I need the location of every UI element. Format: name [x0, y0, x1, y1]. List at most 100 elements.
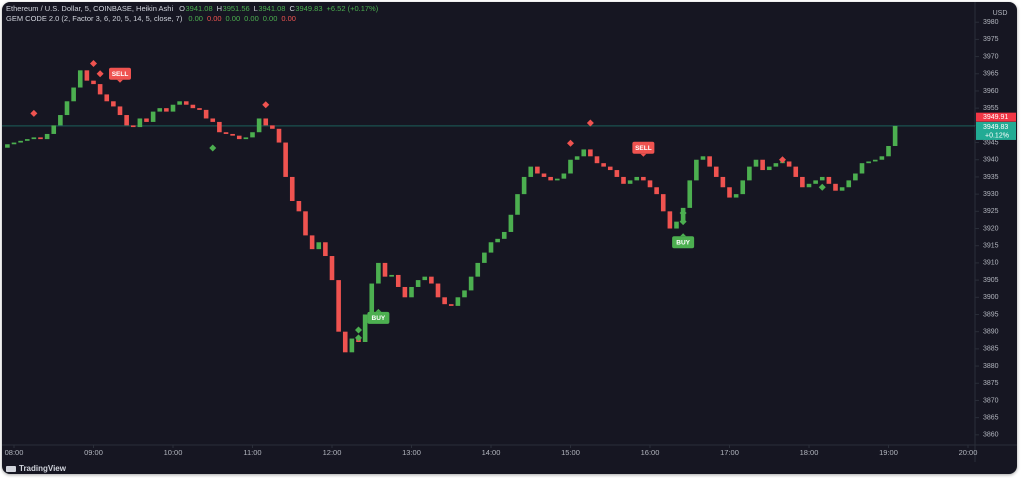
y-tick-label: 3860 [983, 432, 999, 439]
ohlc-value: 3951.56 [223, 4, 250, 13]
candle-body [296, 201, 302, 212]
signal-diamond [679, 218, 687, 226]
candle-body [495, 238, 500, 243]
x-tick-label: 09:00 [84, 448, 103, 457]
candle-body [521, 176, 527, 195]
candle-body [389, 274, 394, 277]
candle-body [203, 109, 209, 119]
y-tick-label: 3865 [983, 414, 999, 421]
candle-body [263, 118, 269, 126]
x-tick-label: 16:00 [641, 448, 660, 457]
signal-diamond [567, 139, 574, 147]
signal-label: SELL [112, 71, 129, 78]
candle-body [250, 132, 255, 138]
candle-body [747, 166, 752, 181]
candle-body [753, 159, 759, 167]
x-tick-label: 20:00 [959, 448, 978, 457]
candle-body [826, 176, 832, 184]
y-tick-label: 3880 [983, 363, 999, 370]
branding: TradingView [6, 464, 67, 473]
candle-body [892, 125, 898, 146]
symbol-title: Ethereum / U.S. Dollar, 5, COINBASE, Hei… [6, 4, 173, 13]
signal-label: SELL [635, 145, 652, 152]
signal-label-box [367, 311, 390, 324]
ohlc-label: O [179, 4, 185, 13]
signal-diamond [209, 144, 217, 152]
candle-body [270, 125, 275, 129]
candle-body [117, 106, 123, 116]
signal-diamond [30, 109, 38, 117]
candle-body [329, 256, 335, 281]
candle-body [634, 176, 640, 181]
candle-body [243, 137, 249, 140]
candle-body [667, 211, 673, 229]
candle-body [415, 280, 421, 287]
signal-diamond [355, 334, 362, 342]
y-tick-label: 3930 [983, 191, 999, 198]
y-tick-label: 3885 [983, 346, 999, 353]
candle-body [482, 252, 487, 263]
candle-body [561, 173, 567, 179]
candle-body [501, 231, 507, 239]
candle-body [51, 125, 57, 134]
candle-body [197, 108, 202, 110]
candle-body [58, 115, 63, 126]
y-tick-label: 3890 [983, 329, 999, 336]
candle-body [369, 283, 375, 315]
x-tick-label: 14:00 [482, 448, 501, 457]
candle-body [846, 180, 852, 188]
candle-body [276, 128, 282, 143]
currency: USD [993, 10, 1008, 17]
legend-header: Ethereum / U.S. Dollar, 5, COINBASE, Hei… [6, 4, 379, 23]
candle-body [150, 111, 156, 122]
ohlc-value: 3941.08 [186, 4, 213, 13]
candle-body [316, 242, 322, 250]
candle-body [170, 104, 176, 112]
candle-body [727, 187, 732, 198]
y-tick-label: 3875 [983, 380, 999, 387]
indicator-value: 0.00 [226, 14, 241, 23]
candle-body [800, 176, 805, 188]
candle-body [627, 180, 633, 184]
candle-body [409, 286, 414, 298]
candle-body [402, 286, 408, 298]
y-tick-label: 3925 [983, 208, 999, 215]
candle-body [84, 70, 90, 81]
candle-body [303, 211, 308, 236]
candle-body [654, 187, 659, 195]
candle-body [18, 140, 23, 143]
candle-body [382, 262, 388, 277]
candle-body [164, 108, 169, 112]
candle-body [5, 144, 10, 148]
candle-body [71, 87, 76, 102]
x-tick-label: 19:00 [879, 448, 898, 457]
candle-body [687, 180, 693, 208]
candle-body [554, 178, 560, 181]
candle-body [740, 180, 746, 195]
candle-body [442, 297, 447, 305]
candle-body [488, 242, 494, 253]
candle-body [137, 118, 143, 128]
candle-body [720, 176, 726, 188]
candle-body [289, 176, 295, 202]
y-tick-label: 3895 [983, 311, 999, 318]
candle-body [97, 84, 103, 95]
candle-body [793, 166, 799, 177]
candle-body [130, 125, 136, 128]
candle-body [713, 166, 719, 177]
price-change-label: +0.12% [985, 132, 1009, 139]
candle-body [707, 156, 712, 167]
candle-body [349, 338, 355, 353]
candle-body [435, 283, 441, 298]
logo [6, 466, 16, 472]
signal-diamond [96, 70, 104, 78]
candle-body [581, 149, 587, 157]
ohlc-label: C [289, 4, 295, 13]
price-label: 3949.83 [983, 124, 1008, 131]
x-tick-label: 18:00 [800, 448, 819, 457]
y-tick-label: 3920 [983, 225, 999, 232]
candle-body [323, 242, 328, 257]
signal-label-box [109, 67, 131, 80]
candle-body [594, 156, 600, 164]
